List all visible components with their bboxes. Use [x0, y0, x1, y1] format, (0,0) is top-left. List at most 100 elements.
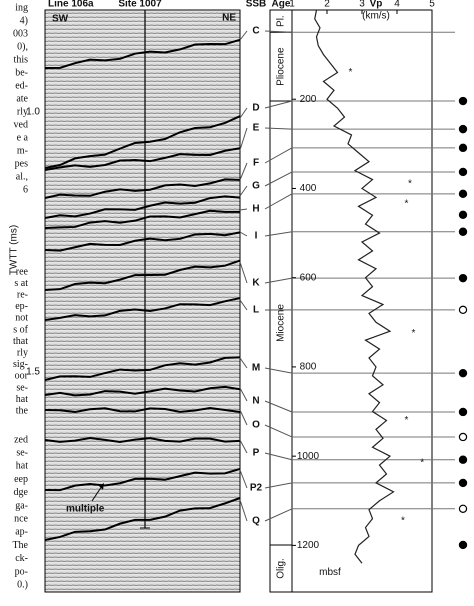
- sample-circle: [458, 124, 468, 134]
- body-text-fragment: ga-: [15, 500, 28, 511]
- body-text-fragment: oor: [15, 371, 29, 382]
- ssb-reflector-label: O: [252, 420, 260, 431]
- body-text-fragment: se-: [16, 382, 28, 393]
- sample-circle: [458, 407, 468, 417]
- star-marker: *: [405, 198, 409, 209]
- y-axis-title: mbsf: [319, 567, 341, 578]
- ssb-reflector-label: Q: [252, 516, 260, 527]
- body-text-fragment: eep: [14, 474, 28, 485]
- connector: [264, 400, 293, 413]
- ssb-reflector-label: H: [252, 204, 259, 215]
- body-text-fragment: se-: [16, 447, 28, 458]
- ssb-reflector-label: C: [252, 26, 259, 37]
- age-name: Pl.: [276, 15, 287, 27]
- age-column: [269, 9, 293, 593]
- y-tick-label: 800: [300, 362, 317, 373]
- site-label: Site 1007: [118, 0, 162, 10]
- horizon: [44, 195, 241, 219]
- body-text-fragment: s at: [14, 278, 28, 289]
- star-marker: *: [401, 515, 405, 526]
- body-text-fragment: 6: [23, 184, 28, 195]
- horizon: [44, 356, 241, 381]
- body-text-fragment: po-: [15, 566, 28, 577]
- body-text-fragment: that: [13, 336, 28, 347]
- age-name: Miocene: [276, 304, 287, 342]
- seismic-section: [44, 9, 241, 593]
- body-text-fragment: e a: [17, 132, 29, 143]
- x-tick-label: 2: [324, 0, 330, 10]
- body-text-fragment: be-: [15, 67, 28, 78]
- connector: [239, 162, 248, 181]
- connector: [264, 100, 293, 109]
- horizon: [44, 147, 241, 171]
- body-text-fragment: The: [12, 540, 28, 551]
- body-text-fragment: ing: [15, 2, 28, 13]
- line-label: Line 106a: [48, 0, 94, 10]
- star-marker: *: [405, 415, 409, 426]
- body-text-fragment: not: [15, 313, 28, 324]
- star-marker: *: [349, 67, 353, 78]
- body-text-fragment: s of: [13, 324, 28, 335]
- body-text-fragment: re-: [17, 289, 28, 300]
- sample-circle: [458, 504, 468, 513]
- connector: [264, 508, 293, 522]
- age-label: Age: [272, 0, 291, 10]
- ssb-reflector-label: N: [252, 396, 259, 407]
- body-text-fragment: nce: [14, 513, 28, 524]
- body-text-fragment: ved: [14, 119, 28, 130]
- sample-circle: [458, 368, 468, 378]
- horizon: [44, 497, 241, 541]
- body-text-fragment: this: [14, 54, 29, 65]
- connector: [239, 439, 248, 454]
- horizon: [44, 407, 241, 413]
- ssb-label: SSB: [246, 0, 267, 10]
- sample-circle: [458, 432, 468, 442]
- body-text-fragment: rly: [17, 106, 28, 117]
- horizon: [44, 115, 241, 169]
- sample-circle: [458, 96, 468, 106]
- horizon: [44, 437, 241, 444]
- sample-circle: [458, 455, 468, 464]
- ssb-reflector-label: K: [252, 278, 260, 289]
- ne-label: NE: [222, 13, 236, 24]
- connector: [239, 387, 248, 402]
- connector: [264, 452, 293, 461]
- connector: [239, 409, 248, 426]
- x-tick-label: 3: [359, 0, 365, 10]
- sample-circle: [458, 273, 468, 283]
- body-text-fragment: 003: [13, 28, 28, 39]
- ssb-reflector-label: I: [255, 231, 258, 242]
- twtt-tick: 1.0: [26, 107, 40, 118]
- sample-circle: [458, 167, 468, 177]
- connector: [239, 357, 248, 369]
- body-text-fragment: pes: [15, 158, 28, 169]
- body-text-fragment: ep-: [15, 301, 28, 312]
- body-text-fragment: al.,: [16, 171, 28, 182]
- connector: [264, 147, 293, 164]
- y-tick-label: 600: [300, 272, 317, 283]
- horizon: [44, 209, 241, 229]
- connector: [264, 424, 293, 438]
- connector: [239, 185, 248, 197]
- horizon: [44, 297, 241, 321]
- horizon: [44, 259, 241, 291]
- body-text-fragment: ap-: [15, 527, 28, 538]
- connector: [239, 208, 248, 211]
- connector: [264, 127, 293, 130]
- ssb-reflector-label: F: [253, 158, 259, 169]
- body-text-fragment: 0.): [17, 579, 28, 590]
- connector: [239, 299, 248, 311]
- star-marker: *: [412, 328, 416, 339]
- age-name: Pliocene: [276, 47, 287, 86]
- horizon: [44, 38, 241, 69]
- sample-circle: [458, 189, 468, 199]
- connector: [239, 261, 248, 284]
- connector: [239, 30, 248, 41]
- sample-circle: [458, 143, 468, 153]
- body-text-fragment: ed-: [15, 80, 28, 91]
- body-text-fragment: ate: [16, 93, 28, 104]
- y-tick-label: 1200: [297, 540, 320, 551]
- ssb-reflector-label: D: [252, 103, 259, 114]
- star-marker: *: [408, 178, 412, 189]
- x-tick-label: 4: [394, 0, 400, 10]
